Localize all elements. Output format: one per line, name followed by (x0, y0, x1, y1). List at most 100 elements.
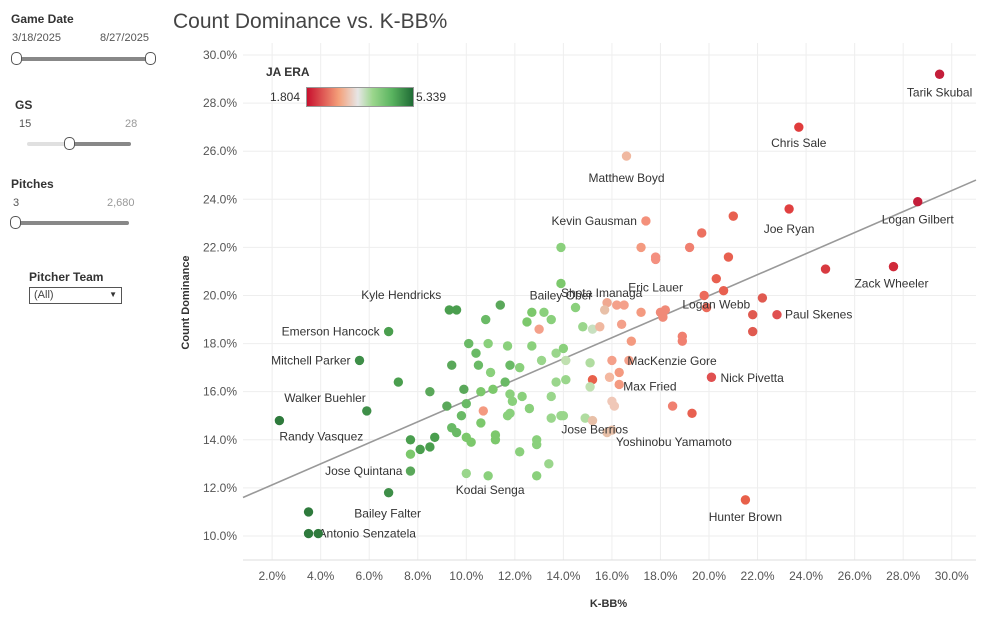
data-point (614, 379, 624, 390)
data-point (303, 507, 314, 517)
data-point (495, 300, 505, 310)
data-point (595, 322, 605, 332)
gs-max: 28 (125, 118, 138, 130)
data-point (794, 122, 804, 132)
x-tick-label: 4.0% (307, 569, 335, 583)
y-tick-label: 10.0% (203, 529, 237, 543)
game-date-slider-fill (15, 57, 152, 61)
data-point (687, 408, 697, 419)
data-point (490, 435, 501, 445)
data-point (934, 69, 945, 79)
data-point (748, 310, 758, 320)
point-label: Matthew Boyd (588, 171, 664, 185)
data-point (913, 197, 923, 207)
data-point (383, 326, 394, 337)
data-point (430, 432, 440, 443)
data-point (425, 442, 435, 452)
y-tick-label: 18.0% (203, 337, 237, 351)
game-date-start: 3/18/2025 (12, 32, 61, 44)
point-label: Mitchell Parker (271, 353, 350, 367)
data-point (476, 386, 486, 397)
gs-min: 15 (19, 118, 32, 130)
point-label: Logan Gilbert (882, 213, 955, 227)
data-point (607, 355, 617, 366)
data-point (476, 418, 486, 428)
data-point (500, 377, 510, 387)
data-point (699, 290, 709, 301)
x-tick-label: 18.0% (643, 569, 677, 583)
pitches-min: 3 (13, 197, 20, 209)
data-point (481, 314, 491, 325)
pitches-slider-fill (15, 221, 129, 225)
data-point (684, 242, 695, 253)
y-tick-label: 22.0% (203, 240, 237, 254)
gs-slider-fill (68, 142, 131, 146)
x-tick-label: 8.0% (404, 569, 432, 583)
data-point (660, 305, 671, 315)
data-point (546, 413, 556, 423)
x-tick-label: 30.0% (935, 569, 969, 583)
point-label: Shota Imanaga (561, 286, 643, 300)
data-point (585, 382, 595, 392)
data-point (718, 285, 729, 296)
data-point (711, 273, 721, 284)
data-point (888, 261, 899, 272)
data-point (580, 413, 590, 423)
data-point (505, 360, 515, 370)
data-point (461, 398, 471, 409)
data-point (483, 338, 493, 349)
point-label: Kevin Gausman (552, 214, 637, 228)
data-point (587, 324, 598, 334)
point-label: Chris Sale (771, 136, 827, 150)
x-tick-label: 24.0% (789, 569, 823, 583)
y-tick-label: 16.0% (203, 385, 237, 399)
game-date-end-handle[interactable] (145, 52, 156, 65)
data-point (784, 204, 794, 214)
pitches-slider-handle[interactable] (10, 216, 21, 229)
data-point (514, 447, 525, 457)
data-point (478, 406, 488, 416)
data-point (561, 374, 571, 385)
data-point (405, 449, 416, 459)
data-point (677, 336, 688, 346)
x-tick-label: 16.0% (595, 569, 629, 583)
data-point (534, 324, 544, 334)
x-tick-label: 28.0% (886, 569, 920, 583)
data-point (626, 336, 637, 346)
y-tick-label: 20.0% (203, 288, 237, 302)
x-tick-label: 20.0% (692, 569, 726, 583)
data-point (451, 427, 462, 438)
data-point (383, 487, 394, 498)
data-point (558, 343, 569, 354)
data-point (585, 358, 595, 368)
data-point (483, 471, 493, 481)
pitches-title: Pitches (11, 177, 54, 191)
data-point (507, 396, 518, 406)
gs-slider-handle[interactable] (63, 137, 75, 150)
point-label: Joe Ryan (764, 222, 815, 236)
legend-title: JA ERA (266, 65, 310, 79)
data-point (748, 326, 758, 337)
y-tick-label: 30.0% (203, 48, 237, 62)
chart-title: Count Dominance vs. K-BB% (173, 10, 448, 33)
data-point (607, 425, 617, 435)
data-point (561, 355, 571, 366)
data-point (578, 322, 588, 332)
game-date-end: 8/27/2025 (100, 32, 149, 44)
pitcher-team-title: Pitcher Team (29, 270, 104, 284)
point-label: Tarik Skubal (907, 85, 972, 99)
data-point (527, 341, 537, 351)
legend-max-label: 5.339 (416, 90, 447, 104)
data-point (599, 305, 610, 315)
game-date-title: Game Date (11, 12, 74, 26)
data-point (558, 411, 569, 421)
point-label: Randy Vasquez (279, 430, 363, 444)
y-tick-label: 12.0% (203, 481, 237, 495)
data-point (393, 377, 404, 387)
trend-line (242, 179, 977, 499)
pitches-max: 2,680 (107, 197, 135, 209)
pitcher-team-dropdown[interactable]: (All) ▼ (29, 287, 122, 304)
game-date-start-handle[interactable] (11, 52, 22, 65)
data-point (616, 319, 627, 330)
